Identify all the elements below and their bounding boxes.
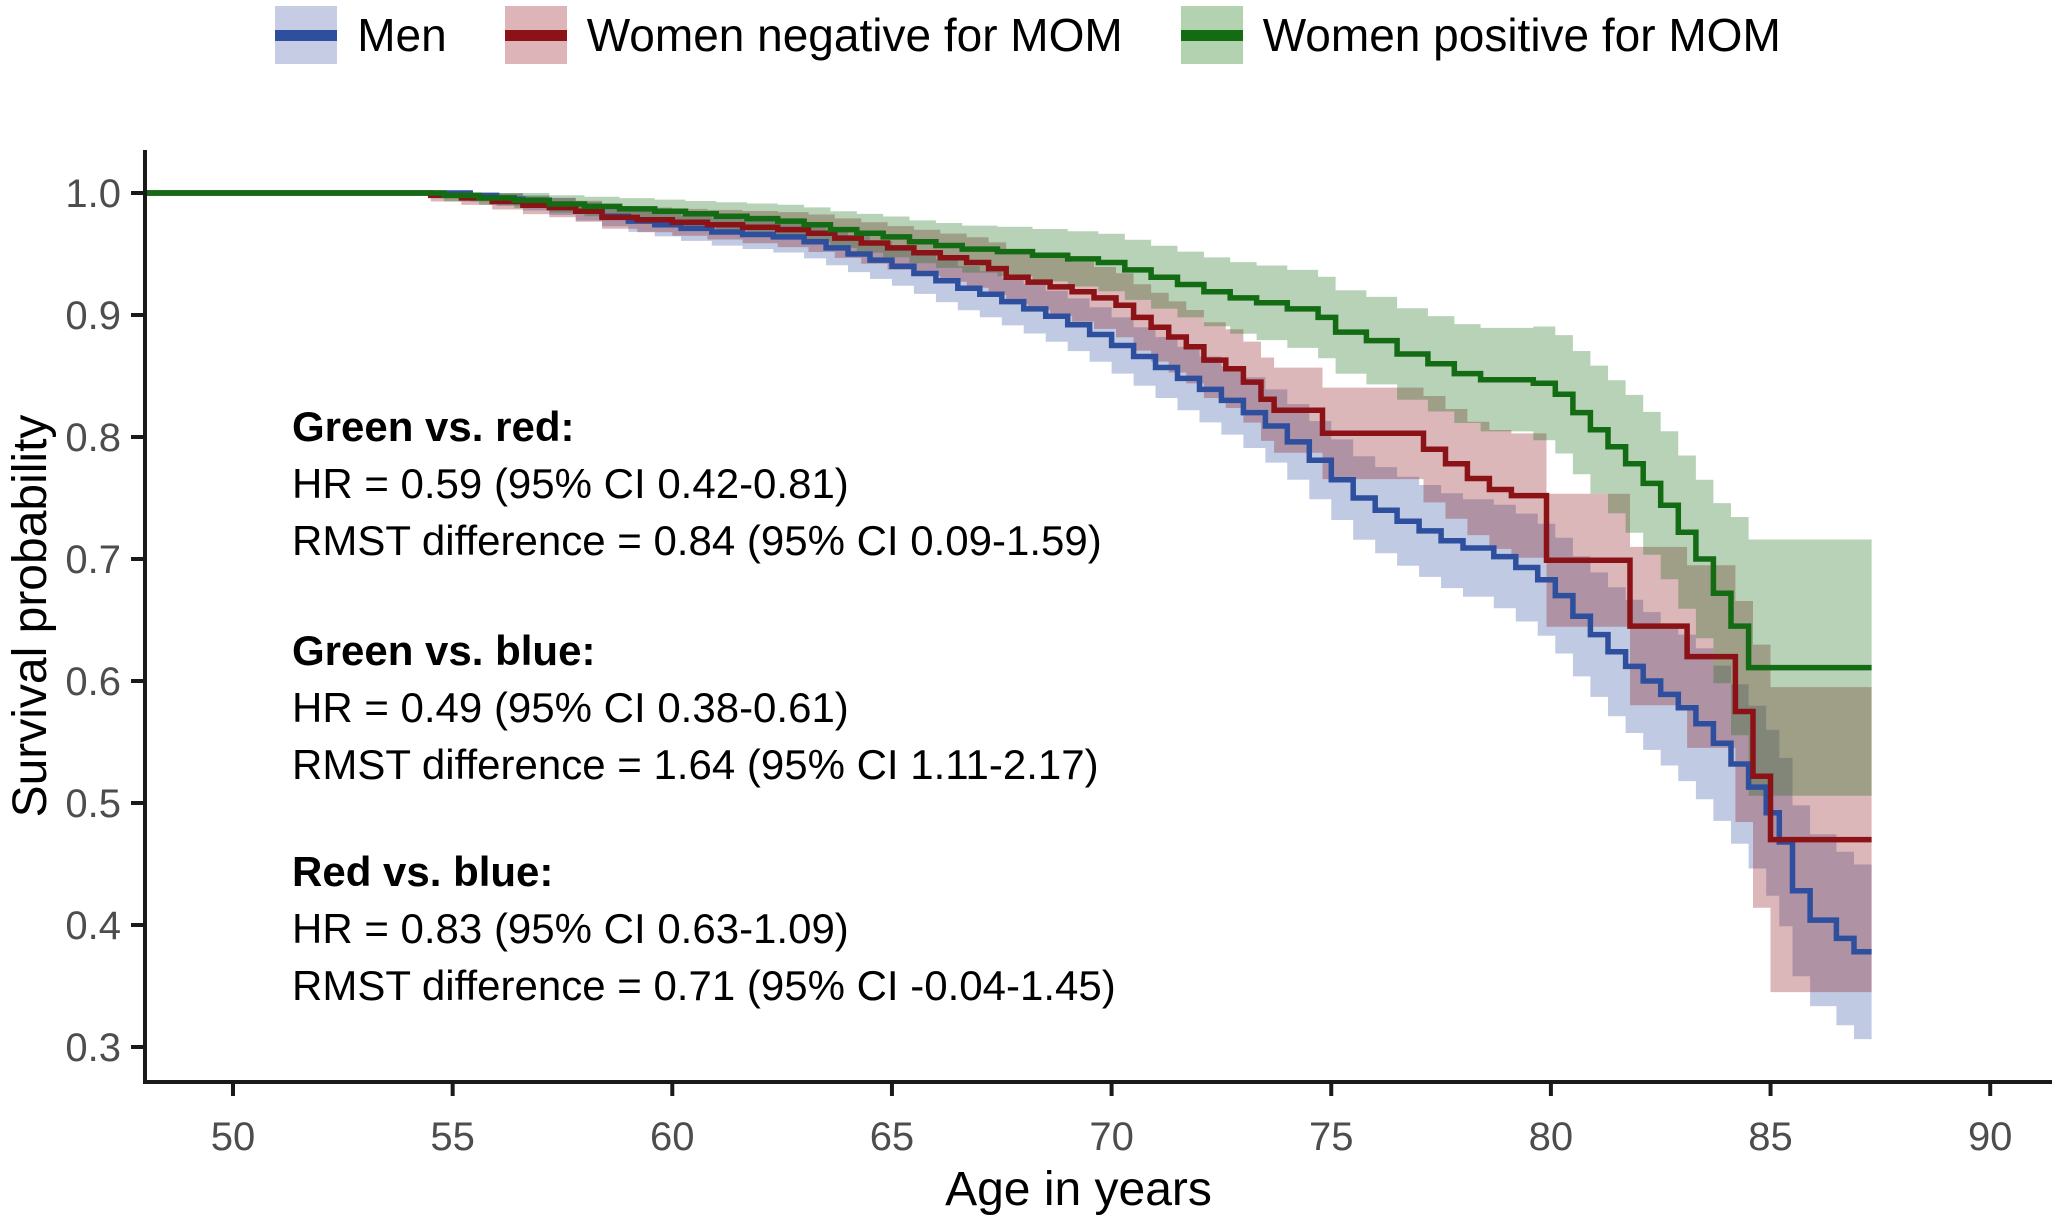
annotation-red-vs-blue: Red vs. blue: HR = 0.83 (95% CI 0.63-1.0… bbox=[292, 843, 1116, 1014]
annotation-green-vs-blue: Green vs. blue: HR = 0.49 (95% CI 0.38-0… bbox=[292, 622, 1099, 793]
y-tick-label-0.8: 0.8 bbox=[65, 416, 121, 460]
y-tick-label-0.6: 0.6 bbox=[65, 660, 121, 704]
annotation-green-vs-red-hr: HR = 0.59 (95% CI 0.42-0.81) bbox=[292, 460, 849, 507]
annotation-green-vs-red-rmst: RMST difference = 0.84 (95% CI 0.09-1.59… bbox=[292, 517, 1102, 564]
annotation-green-vs-red: Green vs. red: HR = 0.59 (95% CI 0.42-0.… bbox=[292, 398, 1102, 569]
legend-item-women-negative: Women negative for MOM bbox=[504, 6, 1123, 64]
y-axis-title: Survival probability bbox=[4, 415, 57, 818]
annotation-green-vs-red-title: Green vs. red: bbox=[292, 403, 575, 450]
x-tick-label-70: 70 bbox=[1089, 1115, 1134, 1159]
x-axis-title: Age in years bbox=[945, 1163, 1212, 1216]
x-tick-label-65: 65 bbox=[870, 1115, 915, 1159]
legend-key-women-negative-line bbox=[504, 30, 567, 41]
x-tick-label-75: 75 bbox=[1309, 1115, 1354, 1159]
legend-item-men: Men bbox=[275, 6, 447, 64]
annotation-red-vs-blue-hr: HR = 0.83 (95% CI 0.63-1.09) bbox=[292, 905, 849, 952]
ci-band-men bbox=[145, 193, 1872, 1040]
x-tick-label-85: 85 bbox=[1748, 1115, 1793, 1159]
y-tick-label-0.7: 0.7 bbox=[65, 538, 121, 582]
legend-key-men-swatch bbox=[275, 6, 338, 64]
y-tick-label-0.4: 0.4 bbox=[65, 904, 121, 948]
annotation-green-vs-blue-title: Green vs. blue: bbox=[292, 627, 596, 674]
x-tick-label-60: 60 bbox=[650, 1115, 695, 1159]
survival-curve-women-negative-for-mom bbox=[145, 190, 1872, 843]
legend-key-women-positive-swatch bbox=[1180, 6, 1243, 64]
annotation-green-vs-blue-rmst: RMST difference = 1.64 (95% CI 1.11-2.17… bbox=[292, 741, 1099, 788]
annotation-red-vs-blue-title: Red vs. blue: bbox=[292, 848, 554, 895]
x-tick-label-50: 50 bbox=[211, 1115, 256, 1159]
annotation-green-vs-blue-hr: HR = 0.49 (95% CI 0.38-0.61) bbox=[292, 684, 849, 731]
survival-curve-women-positive-for-mom bbox=[145, 190, 1872, 671]
y-tick-label-0.5: 0.5 bbox=[65, 782, 121, 826]
legend-label-men: Men bbox=[357, 9, 447, 61]
y-tick-label-0.9: 0.9 bbox=[65, 294, 121, 338]
x-tick-label-90: 90 bbox=[1968, 1115, 2013, 1159]
legend-label-women-negative: Women negative for MOM bbox=[586, 9, 1123, 61]
legend-item-women-positive: Women positive for MOM bbox=[1180, 6, 1781, 64]
y-tick-label-1.0: 1.0 bbox=[65, 172, 121, 216]
survival-curve-men bbox=[145, 190, 1872, 955]
x-tick-label-80: 80 bbox=[1529, 1115, 1574, 1159]
annotation-red-vs-blue-rmst: RMST difference = 0.71 (95% CI -0.04-1.4… bbox=[292, 962, 1116, 1009]
y-tick-label-0.3: 0.3 bbox=[65, 1026, 121, 1070]
legend-key-women-negative-swatch bbox=[504, 6, 567, 64]
legend-key-women-positive-line bbox=[1180, 30, 1243, 41]
x-tick-label-55: 55 bbox=[430, 1115, 475, 1159]
legend-key-men-line bbox=[275, 30, 338, 41]
legend: Men Women negative for MOM Women positiv… bbox=[0, 6, 2056, 64]
legend-label-women-positive: Women positive for MOM bbox=[1262, 9, 1781, 61]
ci-band-women-positive-for-mom bbox=[145, 193, 1872, 796]
